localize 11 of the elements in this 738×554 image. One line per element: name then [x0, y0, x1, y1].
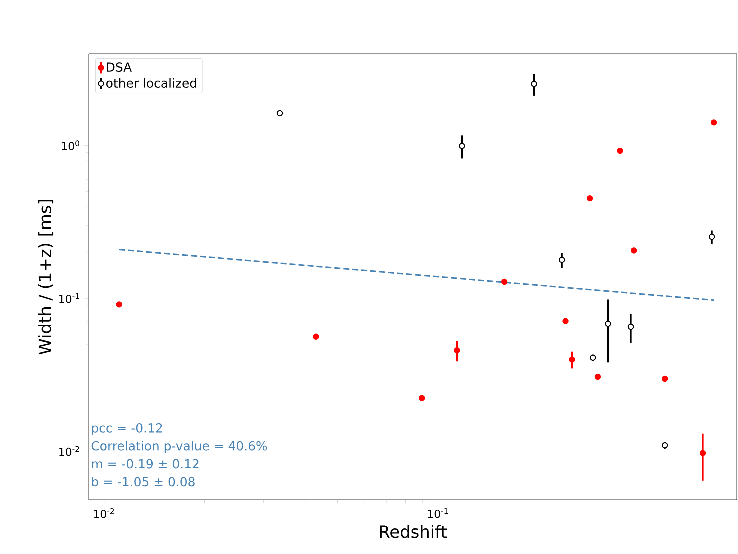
legend-label: other localized: [106, 78, 196, 88]
x-axis-title: Redshift: [380, 525, 447, 538]
y-axis-title: Width / (1+z) [ms]: [38, 200, 54, 355]
legend-label: DSA: [107, 62, 132, 72]
y-tick-label: 10$^{-2}$: [60, 446, 80, 456]
y-tick-label: 10$^{-1}$: [60, 294, 80, 304]
y-tick-label: 10$^{0}$: [62, 140, 80, 150]
annotation: Correlation p-value = 40.6%: [92, 441, 268, 454]
annotation: m = -0.19 ± 0.12: [92, 459, 199, 469]
annotation: pcc = -0.12: [92, 423, 162, 436]
annotation: b = -1.05 ± 0.08: [92, 477, 195, 487]
